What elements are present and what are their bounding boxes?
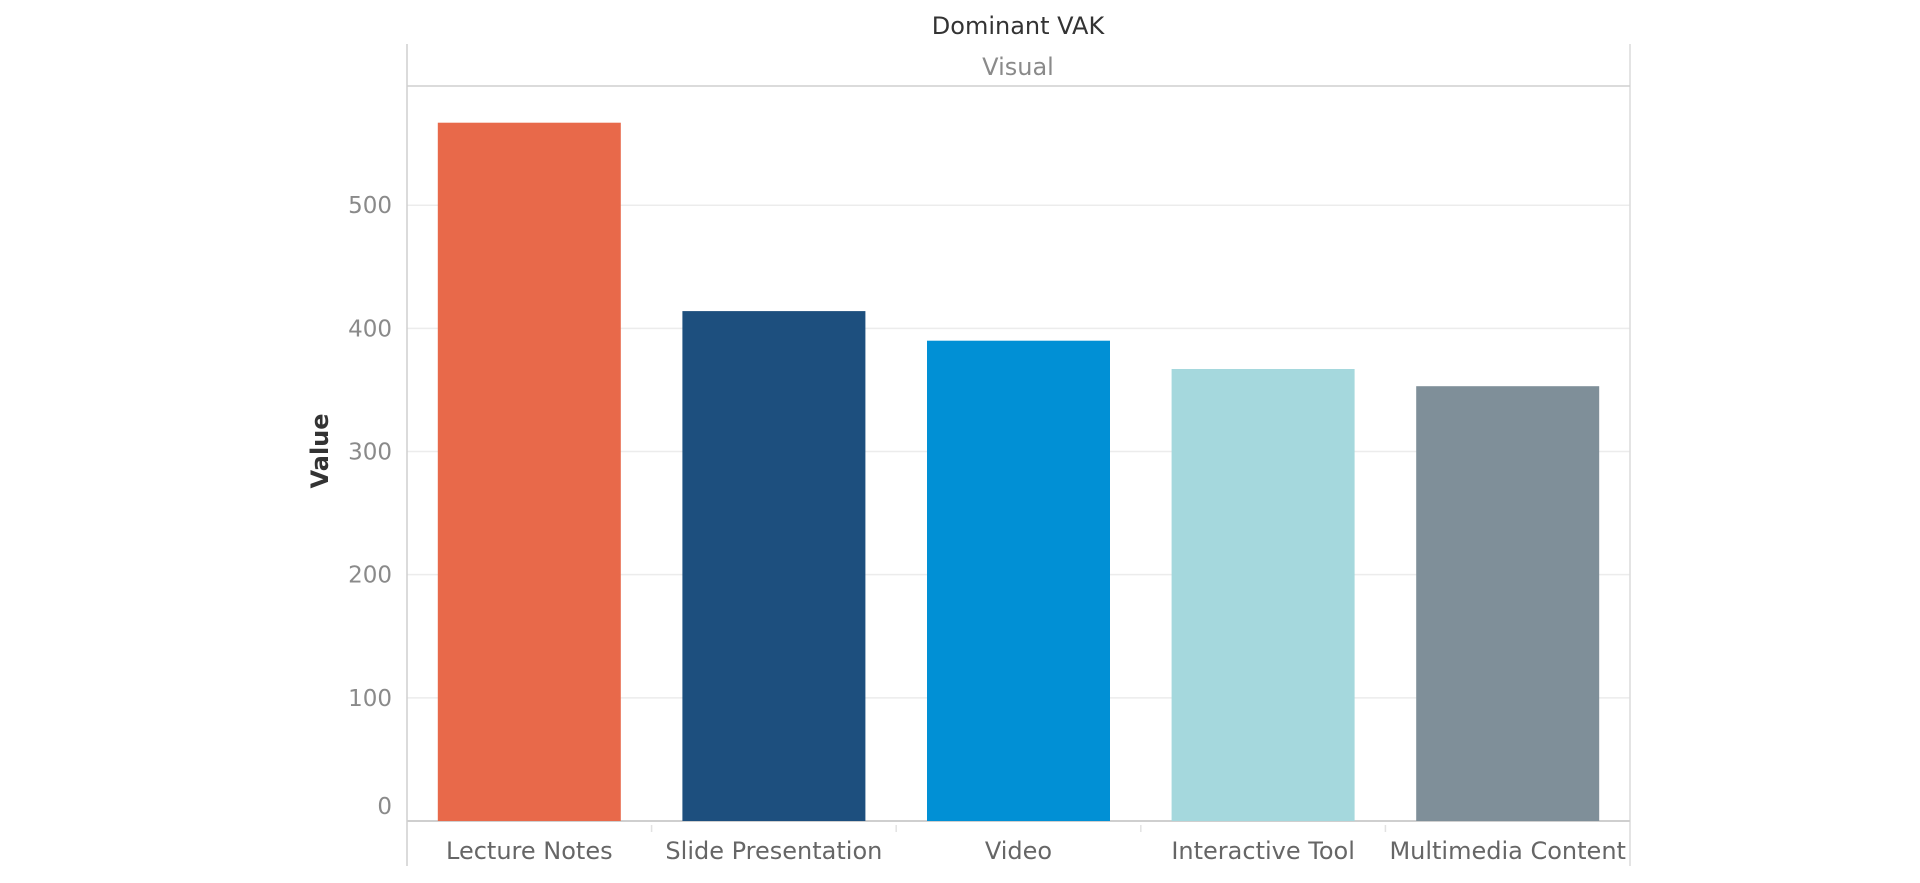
bar-video[interactable] [927,340,1110,821]
y-axis-title: Value [306,413,334,488]
bar-lecture-notes[interactable] [437,122,621,821]
bar-multimedia-content[interactable] [1416,386,1600,821]
y-tick-label-200: 200 [348,563,392,589]
x-tick-label-multimedia-content: Multimedia Content [1389,837,1626,865]
bar-interactive-tool[interactable] [1171,369,1355,821]
column-header-visual: Visual [982,53,1054,81]
y-tick-label-400: 400 [348,316,392,342]
y-tick-label-0: 0 [377,794,392,820]
y-tick-label-100: 100 [348,686,392,712]
x-tick-label-slide-presentation: Slide Presentation [665,837,882,865]
x-tick-label-interactive-tool: Interactive Tool [1171,837,1355,865]
bars [437,122,1600,821]
x-tick-label-lecture-notes: Lecture Notes [446,837,613,865]
bar-slide-presentation[interactable] [682,311,866,821]
chart-title: Dominant VAK [932,12,1106,40]
x-tick-label-video: Video [985,837,1052,865]
y-axis-ticks: 0 100 200 300 400 500 [348,193,392,820]
y-tick-label-300: 300 [348,440,392,466]
x-axis-labels: Lecture Notes Slide Presentation Video Inte… [446,837,1626,865]
y-tick-label-500: 500 [348,193,392,219]
